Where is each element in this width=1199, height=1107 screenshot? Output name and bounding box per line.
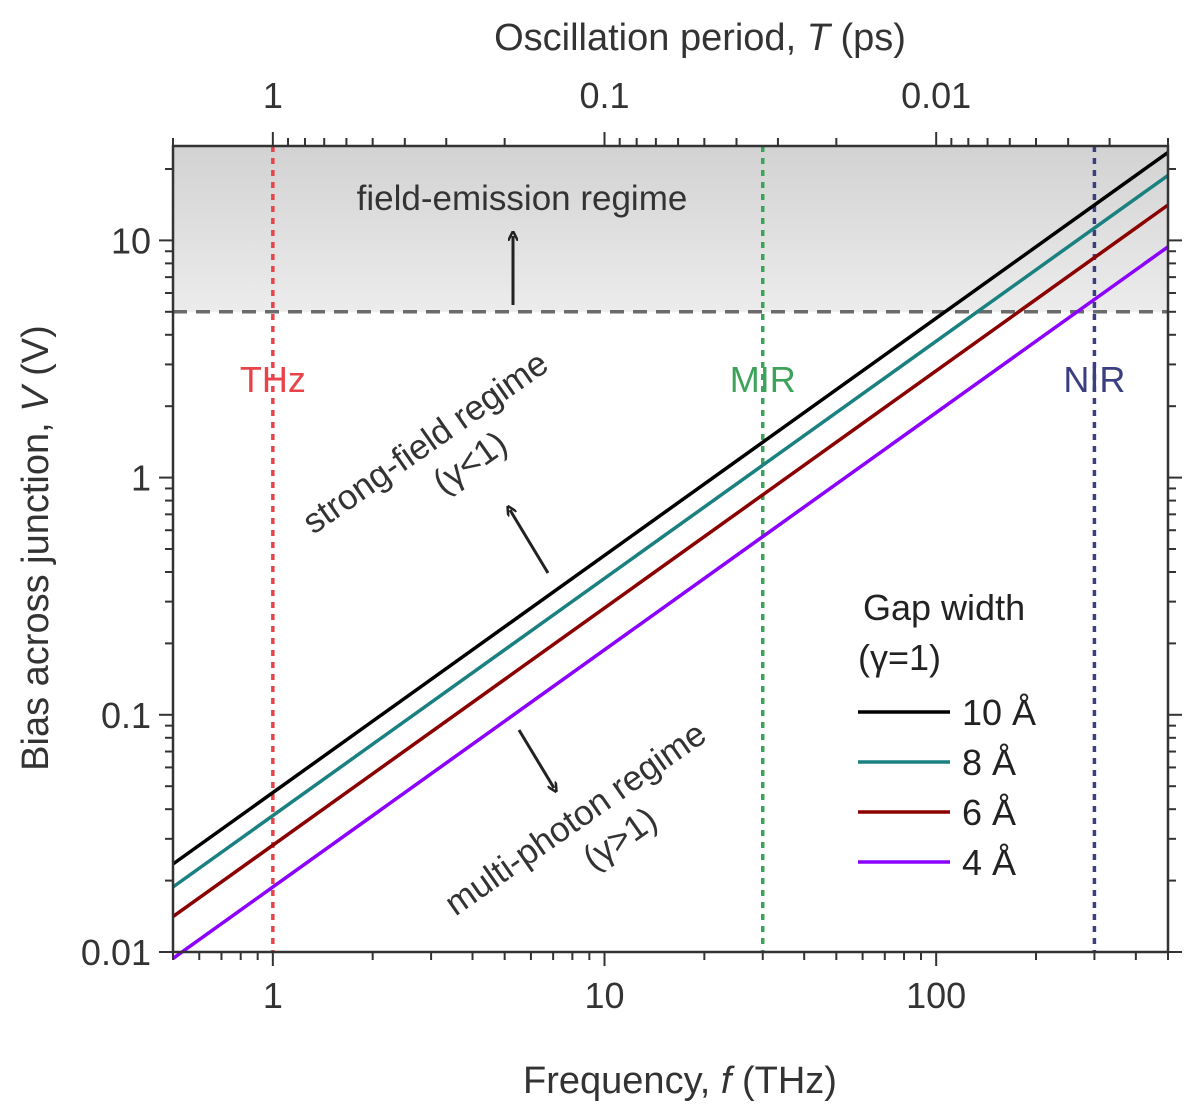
multi-photon-arrow bbox=[517, 729, 554, 788]
top-tick-label: 0.01 bbox=[901, 75, 971, 116]
x-tick-label: 10 bbox=[584, 975, 624, 1016]
band-label-nir: NIR bbox=[1063, 359, 1125, 400]
y-tick-label: 10 bbox=[111, 220, 151, 261]
y-tick-label: 0.01 bbox=[81, 932, 151, 973]
x-axis-title: Frequency, f (THz) bbox=[523, 1060, 837, 1102]
legend-subtitle: (γ=1) bbox=[858, 637, 941, 678]
series-line-1 bbox=[171, 150, 1170, 866]
top-tick-label: 0.1 bbox=[579, 75, 629, 116]
multi-photon-label: multi-photon regime bbox=[438, 714, 714, 923]
legend: Gap width (γ=1) 10 Å 8 Å 6 Å 4 Å bbox=[858, 587, 1036, 883]
field-emission-label: field-emission regime bbox=[357, 179, 688, 218]
x-tick-label: 1 bbox=[263, 975, 283, 1016]
band-label-mir: MIR bbox=[730, 359, 796, 400]
y-tick-label: 1 bbox=[131, 458, 151, 499]
x-tick-label: 100 bbox=[906, 975, 966, 1016]
legend-label-1: 10 Å bbox=[962, 692, 1036, 733]
field-emission-region bbox=[173, 146, 1168, 312]
series-line-2 bbox=[171, 173, 1170, 889]
strong-field-label: strong-field regime bbox=[296, 343, 556, 541]
multi-photon-annotation: multi-photon regime (γ>1) bbox=[438, 714, 714, 923]
y-axis-title: Bias across junction, V (V) bbox=[15, 325, 57, 771]
series-line-4 bbox=[171, 245, 1170, 960]
band-label-thz: THz bbox=[240, 359, 306, 400]
legend-label-2: 8 Å bbox=[962, 742, 1016, 783]
top-tick-label: 1 bbox=[263, 75, 283, 116]
series-line-3 bbox=[171, 203, 1170, 919]
legend-label-3: 6 Å bbox=[962, 792, 1016, 833]
legend-title: Gap width bbox=[863, 587, 1025, 628]
strong-field-arrow bbox=[510, 510, 550, 574]
y-tick-label: 0.1 bbox=[101, 695, 151, 736]
strong-field-annotation: strong-field regime (γ<1) bbox=[296, 343, 556, 541]
top-axis-title: Oscillation period, T (ps) bbox=[494, 17, 906, 59]
legend-label-4: 4 Å bbox=[962, 842, 1016, 883]
